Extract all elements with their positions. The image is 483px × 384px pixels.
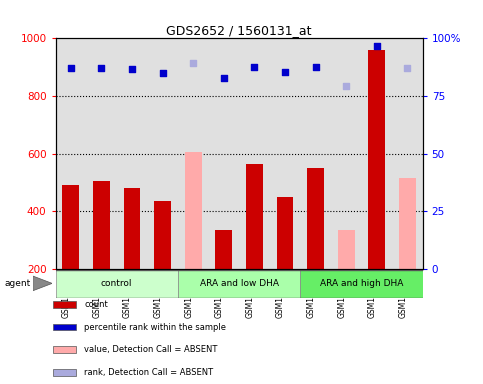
Bar bbox=[124, 188, 141, 269]
Point bbox=[159, 70, 167, 76]
Title: GDS2652 / 1560131_at: GDS2652 / 1560131_at bbox=[166, 24, 312, 37]
Bar bbox=[154, 201, 171, 269]
Point bbox=[128, 66, 136, 72]
Bar bbox=[369, 50, 385, 269]
Bar bbox=[215, 230, 232, 269]
Bar bbox=[185, 152, 201, 269]
Point bbox=[220, 75, 227, 81]
Point bbox=[251, 63, 258, 70]
Point bbox=[403, 65, 411, 71]
Text: count: count bbox=[85, 300, 108, 309]
Bar bbox=[53, 346, 76, 353]
Point bbox=[373, 43, 381, 50]
Text: rank, Detection Call = ABSENT: rank, Detection Call = ABSENT bbox=[85, 368, 213, 377]
Bar bbox=[178, 270, 300, 298]
Bar bbox=[62, 185, 79, 269]
Text: control: control bbox=[101, 279, 132, 288]
Text: ARA and high DHA: ARA and high DHA bbox=[320, 279, 403, 288]
Bar bbox=[246, 164, 263, 269]
Point bbox=[189, 60, 197, 66]
Bar bbox=[93, 181, 110, 269]
Text: agent: agent bbox=[5, 279, 31, 288]
Polygon shape bbox=[33, 276, 52, 291]
Text: value, Detection Call = ABSENT: value, Detection Call = ABSENT bbox=[85, 345, 218, 354]
Point bbox=[67, 65, 75, 71]
Point bbox=[98, 65, 105, 71]
Bar bbox=[399, 178, 416, 269]
Point bbox=[281, 69, 289, 75]
Bar bbox=[53, 369, 76, 376]
Bar bbox=[307, 168, 324, 269]
Text: percentile rank within the sample: percentile rank within the sample bbox=[85, 323, 227, 331]
Point bbox=[312, 63, 319, 70]
Bar bbox=[53, 301, 76, 308]
Text: ARA and low DHA: ARA and low DHA bbox=[199, 279, 279, 288]
Bar bbox=[53, 324, 76, 330]
Point bbox=[342, 83, 350, 89]
Bar bbox=[277, 197, 293, 269]
Bar bbox=[56, 270, 178, 298]
Bar bbox=[300, 270, 423, 298]
Bar bbox=[338, 230, 355, 269]
